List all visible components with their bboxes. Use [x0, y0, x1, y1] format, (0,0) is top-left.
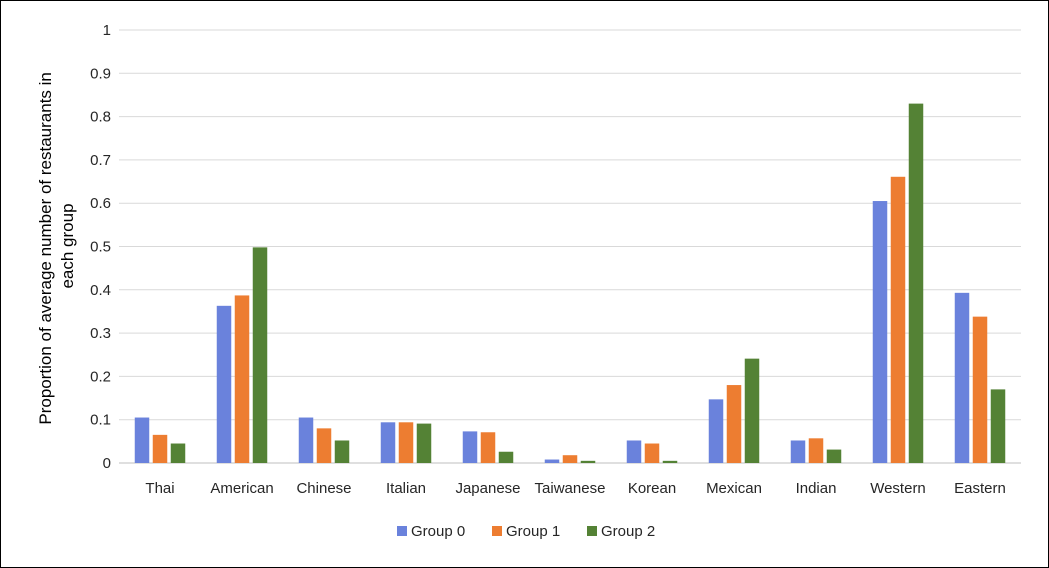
x-tick-label: Japanese	[455, 480, 520, 497]
bar-taiwanese-group-2	[580, 460, 596, 463]
y-tick-label: 0.8	[90, 109, 111, 126]
bar-american-group-2	[252, 247, 268, 463]
bar-western-group-2	[908, 103, 924, 464]
bar-indian-group-0	[790, 440, 806, 463]
bar-korean-group-2	[662, 460, 678, 463]
bar-mexican-group-2	[744, 358, 760, 463]
bar-thai-group-1	[152, 434, 168, 463]
x-axis-ticks: Thai American Chinese Italian Japanese Taiwan…	[145, 480, 1005, 497]
legend-swatch	[587, 526, 597, 536]
legend: Group 0 Group 1 Group 2	[397, 523, 655, 540]
bar-japanese-group-1	[480, 432, 496, 463]
bar-american-group-0	[216, 305, 232, 463]
bar-eastern-group-2	[990, 389, 1006, 463]
legend-label: Group 2	[601, 523, 655, 540]
bar-italian-group-1	[398, 422, 414, 463]
bar-eastern-group-1	[972, 316, 988, 463]
y-axis-title-line-1: Proportion of average number of restaura…	[36, 72, 55, 424]
y-axis-title: Proportion of average number of restaura…	[36, 67, 77, 424]
bar-thai-group-2	[170, 443, 186, 463]
x-tick-label: Mexican	[706, 480, 762, 497]
bar-mexican-group-0	[708, 399, 724, 463]
x-tick-label: American	[210, 480, 273, 497]
y-tick-label: 0.3	[90, 325, 111, 342]
x-tick-label: Chinese	[296, 480, 351, 497]
bar-thai-group-0	[134, 417, 150, 463]
bar-american-group-1	[234, 295, 250, 463]
bar-indian-group-2	[826, 449, 842, 463]
y-tick-label: 0	[103, 455, 111, 472]
legend-label: Group 1	[506, 523, 560, 540]
bar-eastern-group-0	[954, 292, 970, 463]
legend-label: Group 0	[411, 523, 465, 540]
gridlines	[119, 29, 1021, 464]
x-tick-label: Thai	[145, 480, 174, 497]
bar-western-group-1	[890, 176, 906, 464]
x-tick-label: Taiwanese	[535, 480, 606, 497]
y-tick-label: 0.6	[90, 195, 111, 212]
y-tick-label: 0.5	[90, 239, 111, 256]
bar-japanese-group-0	[462, 431, 478, 463]
x-tick-label: Eastern	[954, 480, 1006, 497]
x-tick-label: Western	[870, 480, 926, 497]
bar-korean-group-0	[626, 440, 642, 463]
y-axis-title-line-2: each group	[58, 203, 77, 288]
bar-chinese-group-0	[298, 417, 314, 463]
bar-taiwanese-group-0	[544, 459, 560, 463]
y-tick-label: 0.1	[90, 412, 111, 429]
bar-western-group-0	[872, 201, 888, 463]
bar-indian-group-1	[808, 438, 824, 463]
bar-mexican-group-1	[726, 385, 742, 463]
bar-korean-group-1	[644, 443, 660, 463]
x-tick-label: Korean	[628, 480, 676, 497]
x-tick-label: Indian	[796, 480, 837, 497]
y-axis-ticks: 0 0.1 0.2 0.3 0.4 0.5 0.6 0.7 0.8 0.9 1	[90, 22, 111, 472]
y-tick-label: 0.9	[90, 65, 111, 82]
bar-japanese-group-2	[498, 451, 514, 463]
y-tick-label: 0.2	[90, 368, 111, 385]
y-tick-label: 0.4	[90, 282, 111, 299]
bar-chinese-group-2	[334, 440, 350, 463]
x-tick-label: Italian	[386, 480, 426, 497]
bars	[134, 103, 1006, 464]
y-tick-label: 0.7	[90, 152, 111, 169]
bar-italian-group-0	[380, 422, 396, 463]
legend-swatch	[492, 526, 502, 536]
bar-taiwanese-group-1	[562, 455, 578, 463]
bar-italian-group-2	[416, 423, 432, 463]
legend-swatch	[397, 526, 407, 536]
bar-chinese-group-1	[316, 428, 332, 463]
y-tick-label: 1	[103, 22, 111, 39]
